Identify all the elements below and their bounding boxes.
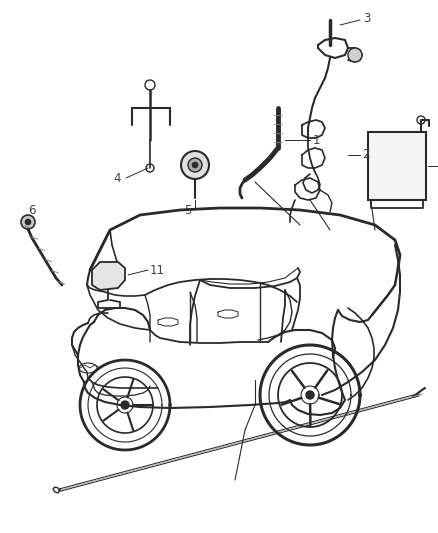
Text: 2: 2 — [362, 149, 370, 161]
Circle shape — [192, 162, 198, 168]
Text: 5: 5 — [184, 204, 192, 216]
Bar — [368, 132, 426, 200]
Circle shape — [25, 219, 31, 225]
Text: 4: 4 — [113, 172, 120, 184]
Circle shape — [21, 215, 35, 229]
Circle shape — [306, 391, 314, 399]
Circle shape — [348, 48, 362, 62]
Text: 11: 11 — [150, 263, 165, 277]
Text: 6: 6 — [28, 204, 35, 216]
Circle shape — [121, 401, 129, 409]
Circle shape — [188, 158, 202, 172]
Text: 3: 3 — [363, 12, 371, 25]
Circle shape — [181, 151, 209, 179]
Polygon shape — [92, 262, 125, 290]
Text: 1: 1 — [313, 133, 321, 147]
